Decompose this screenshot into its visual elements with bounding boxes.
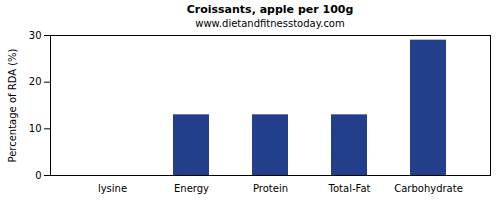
svg-text:Protein: Protein: [253, 183, 288, 194]
svg-text:Energy: Energy: [174, 183, 209, 194]
svg-text:0: 0: [35, 170, 41, 181]
svg-text:Carbohydrate: Carbohydrate: [394, 183, 463, 194]
svg-text:Total-Fat: Total-Fat: [328, 183, 371, 194]
svg-text:30: 30: [29, 31, 42, 41]
html-text:www.dietandfitnesstoday.com: www.dietandfitnesstoday.com: [195, 18, 345, 29]
svg-text:10: 10: [29, 123, 42, 134]
svg-text:20: 20: [29, 76, 42, 87]
html-text:Croissants, apple per 100g: Croissants, apple per 100g: [186, 3, 354, 16]
svg-text:lysine: lysine: [98, 183, 127, 194]
svg-text:Percentage of RDA (%): Percentage of RDA (%): [7, 48, 18, 162]
